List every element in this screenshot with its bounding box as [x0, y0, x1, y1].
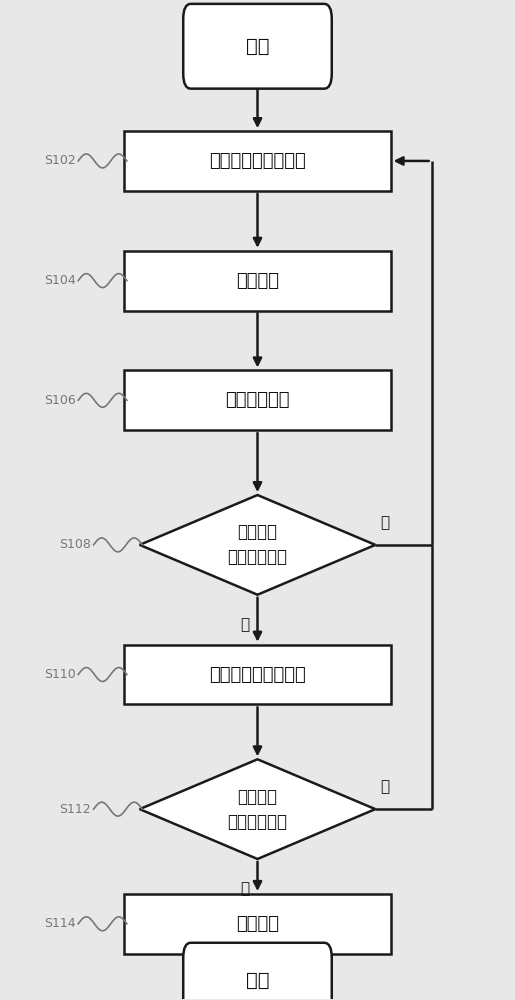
Text: 是: 是 [240, 617, 249, 632]
Text: S110: S110 [44, 668, 76, 681]
Text: 否: 否 [381, 515, 389, 530]
Text: S102: S102 [44, 154, 76, 167]
Bar [124, 131, 391, 191]
Bar [124, 251, 391, 311]
Text: 成膜工序: 成膜工序 [236, 272, 279, 290]
Text: 开始: 开始 [246, 37, 269, 56]
Text: S108: S108 [59, 538, 91, 551]
Text: 衬底搬出工序: 衬底搬出工序 [225, 391, 290, 409]
Text: 是: 是 [240, 881, 249, 896]
Text: 内壁堆积膜除去工序: 内壁堆积膜除去工序 [209, 666, 306, 684]
Bar [124, 370, 391, 430]
Text: 是否实施
了规定次数？: 是否实施 了规定次数？ [228, 523, 287, 566]
Bar [124, 894, 391, 954]
Text: S106: S106 [44, 394, 76, 407]
FancyBboxPatch shape [183, 943, 332, 1000]
FancyBboxPatch shape [183, 4, 332, 89]
Text: S104: S104 [44, 274, 76, 287]
Text: S114: S114 [44, 917, 76, 930]
Text: S112: S112 [59, 803, 91, 816]
Text: 否: 否 [381, 779, 389, 794]
Text: 结束: 结束 [246, 971, 269, 990]
Text: 衬底搬入・载置工序: 衬底搬入・载置工序 [209, 152, 306, 170]
Polygon shape [140, 759, 375, 859]
Bar [124, 645, 391, 704]
Text: 清洁工序: 清洁工序 [236, 915, 279, 933]
Polygon shape [140, 495, 375, 595]
Text: 是否实施
了规定次数？: 是否实施 了规定次数？ [228, 788, 287, 831]
